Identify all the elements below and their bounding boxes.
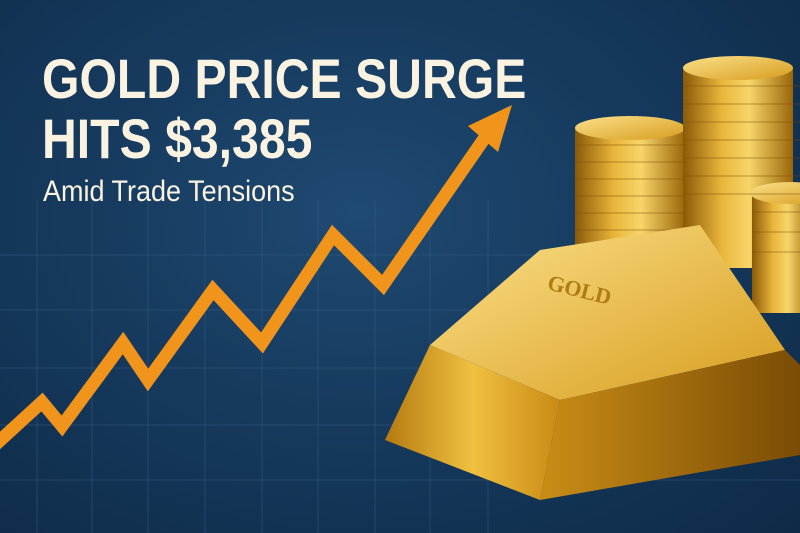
rising-arrow xyxy=(0,105,512,450)
gold-bar: GOLD xyxy=(385,225,800,500)
headline-line-2: HITS $3,385 xyxy=(42,107,313,170)
subtitle: Amid Trade Tensions xyxy=(43,175,295,208)
headline-line-1: GOLD PRICE SURGE xyxy=(42,47,527,110)
